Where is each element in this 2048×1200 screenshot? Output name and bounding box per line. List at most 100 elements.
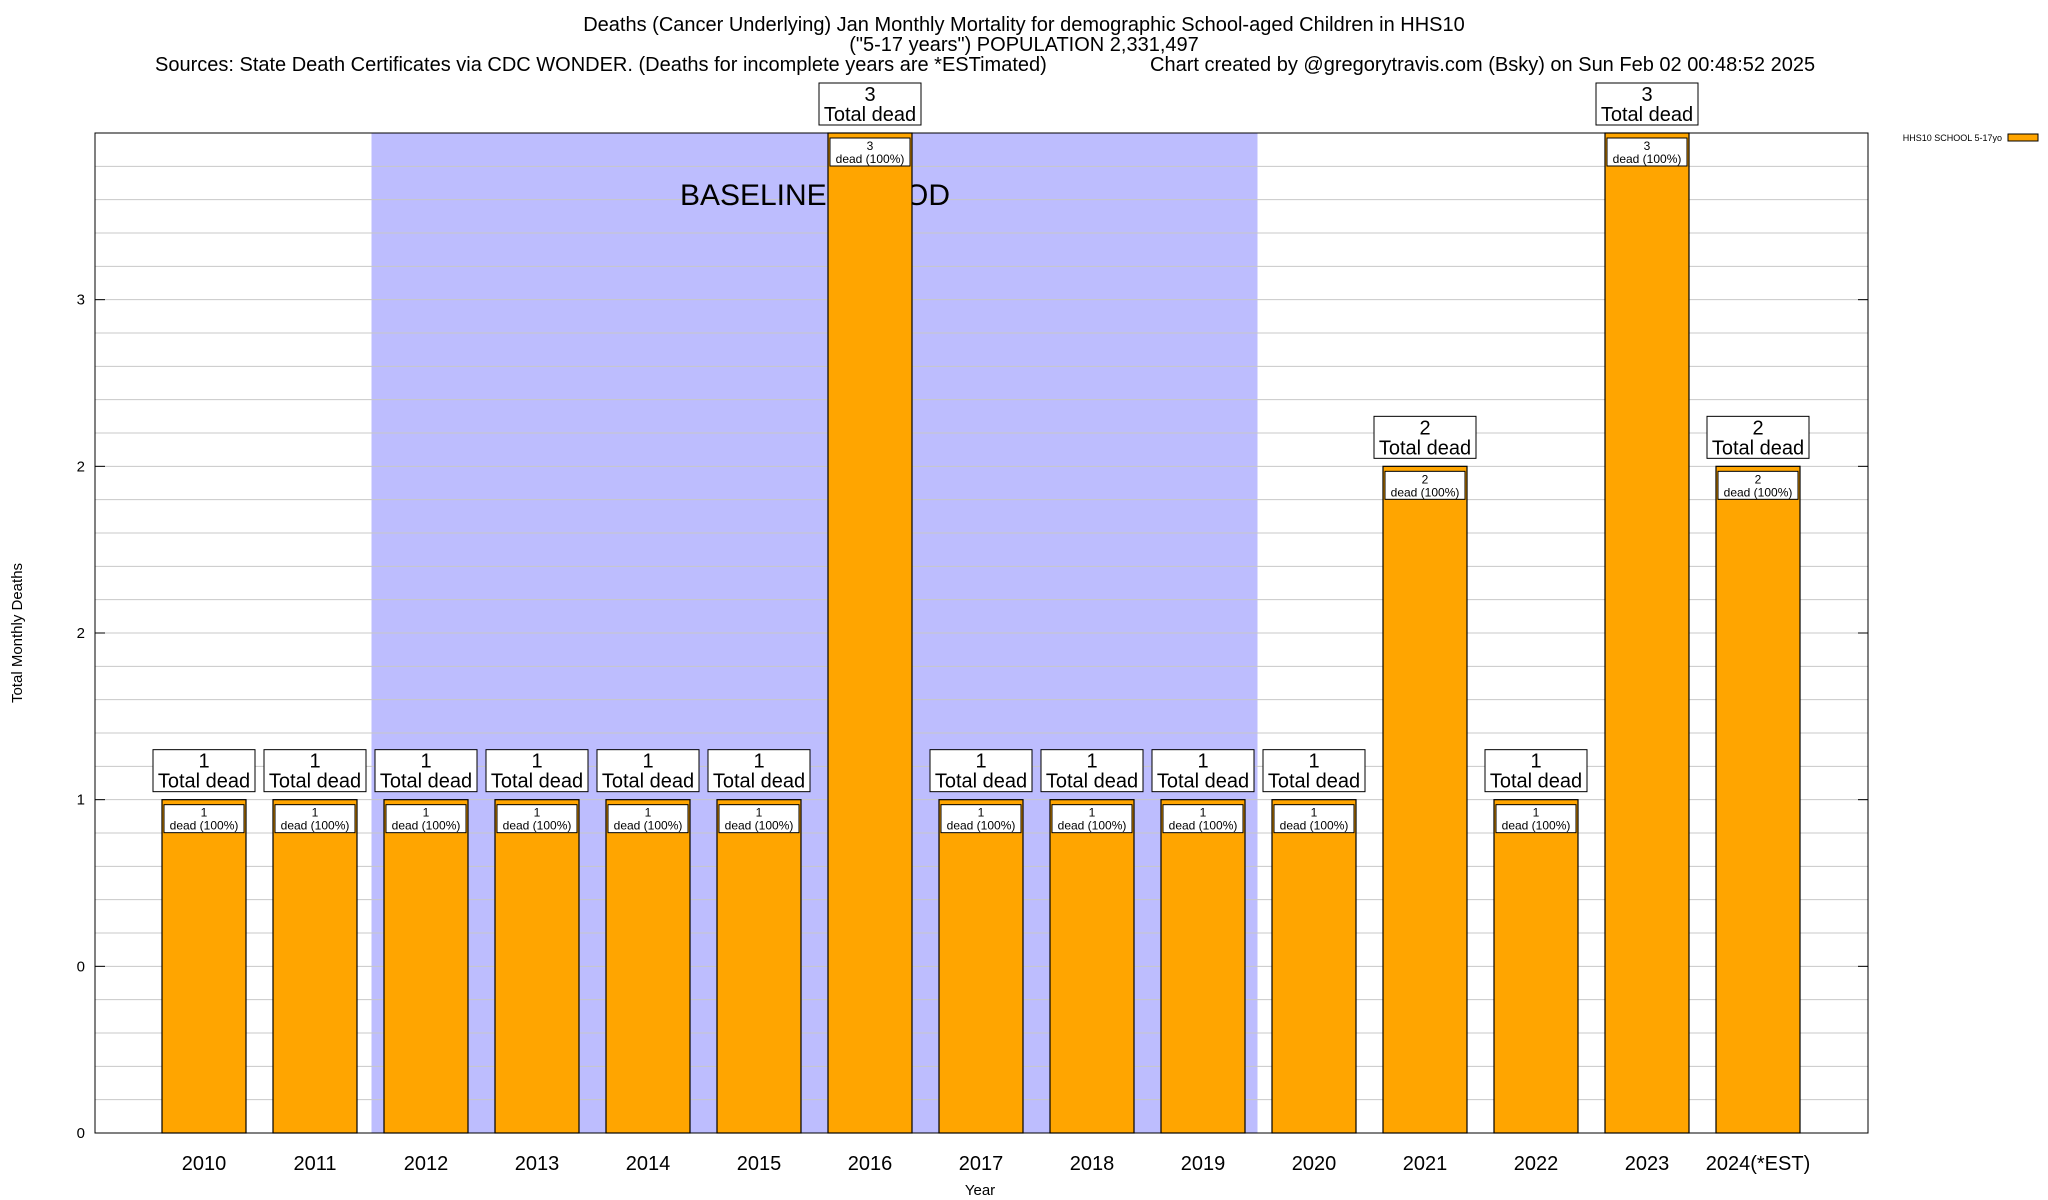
- x-axis-title: Year: [965, 1182, 995, 1199]
- bar-total-label-box: [1706, 415, 1810, 459]
- x-tick-label: 2018: [1070, 1153, 1115, 1175]
- bar-total-value: 2: [1419, 417, 1430, 439]
- bar-inner-label: dead (100%): [1280, 819, 1349, 833]
- bar-inner-value: 1: [978, 806, 985, 820]
- chart-title: Deaths (Cancer Underlying) Jan Monthly M…: [583, 14, 1465, 36]
- bar-inner-label-box: [607, 804, 689, 834]
- bar-total-label-box: [1151, 749, 1255, 793]
- bar-total-value: 1: [753, 751, 764, 773]
- legend-label: HHS10 SCHOOL 5-17yo: [1903, 133, 2002, 143]
- bar-2021: [1382, 465, 1468, 1134]
- bar-total-value: 1: [198, 751, 209, 773]
- bar-inner-label-box: [1384, 470, 1466, 500]
- bar-total-value: 1: [420, 751, 431, 773]
- bar-total-value: 1: [1530, 751, 1541, 773]
- bar-inner-label: dead (100%): [1724, 485, 1793, 499]
- bar-total-label: Total dead: [1490, 771, 1582, 793]
- x-tick-label: 2010: [182, 1153, 227, 1175]
- bar-total-value: 3: [864, 84, 875, 106]
- bar-total-label-box: [263, 749, 367, 793]
- bar-total-label: Total dead: [1268, 771, 1360, 793]
- x-tick-label: 2020: [1292, 1153, 1337, 1175]
- bar-2010: [161, 799, 247, 1134]
- bar-inner-label: dead (100%): [1391, 485, 1460, 499]
- bar-total-label: Total dead: [602, 771, 694, 793]
- y-tick-label: 0: [77, 958, 85, 975]
- bar-total-value: 1: [1086, 751, 1097, 773]
- bar-total-value: 1: [531, 751, 542, 773]
- bar-inner-label: dead (100%): [836, 152, 905, 166]
- bar-total-label: Total dead: [380, 771, 472, 793]
- bar-total-label-box: [1484, 749, 1588, 793]
- x-tick-label: 2011: [293, 1153, 336, 1175]
- y-tick-label: 0: [77, 1125, 85, 1142]
- bar-2018: [1049, 799, 1135, 1134]
- bar-inner-label-box: [718, 804, 800, 834]
- bar-total-label: Total dead: [713, 771, 805, 793]
- bar-inner-label-box: [163, 804, 245, 834]
- bar-inner-label-box: [1717, 470, 1799, 500]
- bar-inner-label: dead (100%): [1058, 819, 1127, 833]
- bar-inner-label: dead (100%): [281, 819, 350, 833]
- bar-inner-label: dead (100%): [1169, 819, 1238, 833]
- bar-total-value: 3: [1641, 84, 1652, 106]
- bar-inner-value: 1: [1089, 806, 1096, 820]
- bar-inner-label: dead (100%): [614, 819, 683, 833]
- bar-inner-value: 1: [201, 806, 208, 820]
- chart-subtitle: ("5-17 years") POPULATION 2,331,497: [849, 34, 1199, 56]
- bar-2011: [272, 799, 358, 1134]
- bar-total-label-box: [374, 749, 478, 793]
- bar-total-label: Total dead: [935, 771, 1027, 793]
- bar-2016: [827, 132, 913, 1134]
- bar-2013: [494, 799, 580, 1134]
- chart-credit: Chart created by @gregorytravis.com (Bsk…: [1150, 54, 1816, 76]
- bar-inner-value: 1: [1200, 806, 1207, 820]
- bar-total-label-box: [707, 749, 811, 793]
- bar-2019: [1160, 799, 1246, 1134]
- bar-total-value: 1: [975, 751, 986, 773]
- bar-2024(*EST): [1715, 465, 1801, 1134]
- bar-inner-label: dead (100%): [392, 819, 461, 833]
- bar-total-label-box: [152, 749, 256, 793]
- x-tick-label: 2015: [737, 1153, 782, 1175]
- x-tick-label: 2019: [1181, 1153, 1226, 1175]
- x-tick-label: 2013: [515, 1153, 560, 1175]
- bar-total-label: Total dead: [491, 771, 583, 793]
- bar-inner-value: 1: [423, 806, 430, 820]
- x-tick-label: 2023: [1625, 1153, 1670, 1175]
- bar-inner-value: 1: [1311, 806, 1318, 820]
- y-axis-title: Total Monthly Deaths: [9, 563, 26, 703]
- bar-inner-label-box: [1606, 137, 1688, 167]
- x-tick-label: 2017: [959, 1153, 1004, 1175]
- bar-inner-label-box: [274, 804, 356, 834]
- bar-inner-label: dead (100%): [1502, 819, 1571, 833]
- bar-total-value: 1: [1308, 751, 1319, 773]
- x-tick-label: 2012: [404, 1153, 449, 1175]
- bar-inner-label-box: [940, 804, 1022, 834]
- bar-inner-label-box: [1273, 804, 1355, 834]
- bar-inner-value: 1: [756, 806, 763, 820]
- x-tick-label: 2024(*EST): [1706, 1153, 1811, 1175]
- bar-total-value: 1: [1197, 751, 1208, 773]
- bar-inner-value: 2: [1422, 472, 1429, 486]
- bar-inner-value: 1: [534, 806, 541, 820]
- bar-total-label-box: [1595, 82, 1699, 126]
- bar-2017: [938, 799, 1024, 1134]
- legend-swatch: [2007, 133, 2039, 142]
- bar-2012: [383, 799, 469, 1134]
- bar-inner-label: dead (100%): [947, 819, 1016, 833]
- x-tick-label: 2016: [848, 1153, 893, 1175]
- bar-2015: [716, 799, 802, 1134]
- bar-total-label: Total dead: [1712, 437, 1804, 459]
- bar-inner-value: 1: [1533, 806, 1540, 820]
- bar-inner-label: dead (100%): [1613, 152, 1682, 166]
- bar-2020: [1271, 799, 1357, 1134]
- bar-total-label: Total dead: [824, 104, 916, 126]
- bar-inner-value: 1: [312, 806, 319, 820]
- bar-total-label-box: [596, 749, 700, 793]
- chart-sources: Sources: State Death Certificates via CD…: [155, 54, 1047, 76]
- bar-total-label-box: [1262, 749, 1366, 793]
- bar-total-label-box: [818, 82, 922, 126]
- y-tick-label: 2: [77, 458, 85, 475]
- bar-total-label-box: [485, 749, 589, 793]
